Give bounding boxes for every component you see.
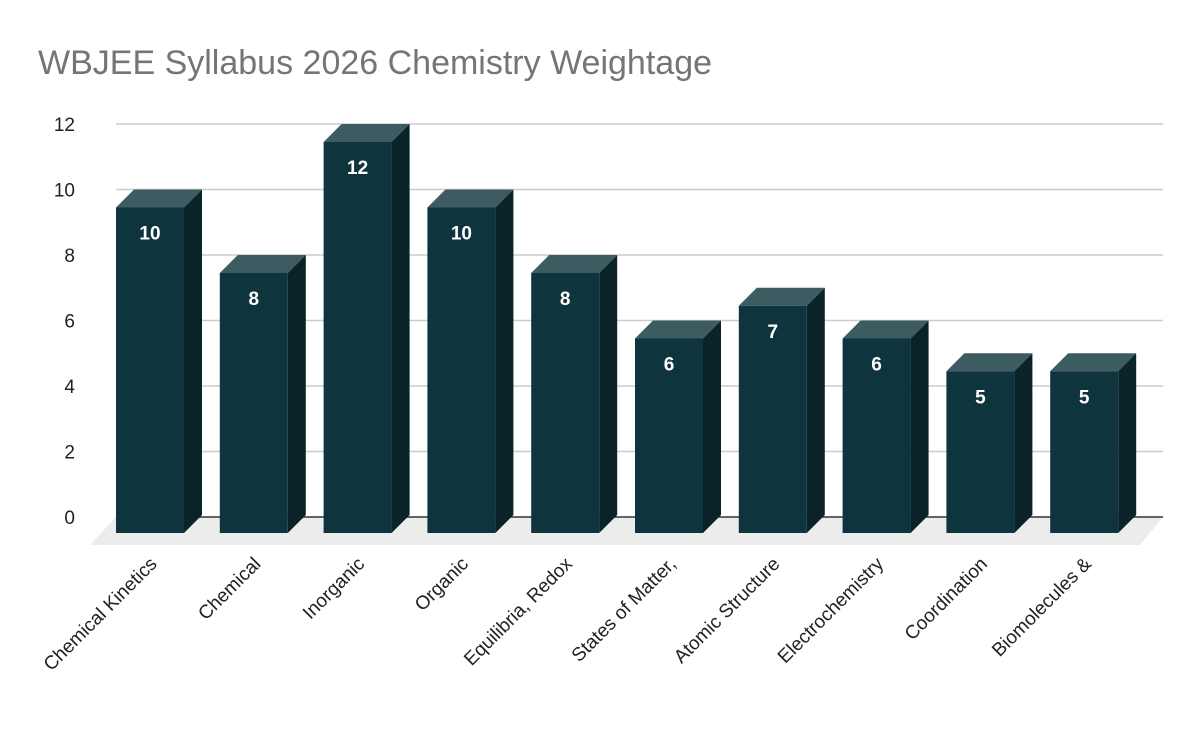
y-tick-label: 10 <box>54 181 75 202</box>
bar-front <box>842 338 911 533</box>
bar-top <box>842 320 929 339</box>
bar-top <box>323 124 410 142</box>
data-label: 12 <box>347 158 368 179</box>
data-label: 6 <box>871 355 882 376</box>
bar-side <box>184 189 202 533</box>
x-tick-label: Biomolecules & <box>988 553 1096 661</box>
bar-side <box>391 124 410 533</box>
bar-side <box>1118 353 1137 533</box>
bar <box>531 255 618 533</box>
bar-side <box>910 320 929 533</box>
bar-front <box>427 207 496 533</box>
bar-side <box>495 189 514 533</box>
bar <box>323 124 410 533</box>
bar-front <box>219 273 288 533</box>
bar-front <box>323 142 392 533</box>
y-tick-label: 8 <box>64 246 75 267</box>
bar-front <box>946 371 1015 533</box>
x-tick-label: Inorganic <box>299 554 369 624</box>
bar-side <box>599 255 618 533</box>
bar <box>738 287 825 533</box>
bar-top <box>531 255 618 273</box>
data-label: 5 <box>975 387 986 408</box>
bar-front <box>1050 371 1119 533</box>
bar <box>842 320 929 533</box>
chart-title: WBJEE Syllabus 2026 Chemistry Weightage <box>38 44 712 82</box>
data-label: 10 <box>139 224 160 245</box>
bar-front <box>531 273 600 533</box>
bar <box>946 353 1033 533</box>
bar-top <box>427 189 514 208</box>
data-label: 7 <box>768 322 779 343</box>
x-tick-label: Electrochemistry <box>774 553 888 667</box>
bar-top <box>219 255 306 273</box>
bar <box>427 189 514 533</box>
bar-top <box>635 320 721 339</box>
bar-side <box>703 320 721 533</box>
bar-side <box>1014 353 1033 533</box>
x-tick-label: Organic <box>411 554 473 616</box>
data-label: 6 <box>664 355 675 376</box>
bar-top <box>946 353 1033 372</box>
bar-top <box>116 189 202 208</box>
data-label: 8 <box>560 289 571 310</box>
y-tick-label: 12 <box>54 115 75 136</box>
data-label: 8 <box>249 289 260 310</box>
bar-front <box>116 207 184 533</box>
data-label: 10 <box>451 224 472 245</box>
x-tick-label: Equilibria, Redox <box>460 553 577 670</box>
x-tick-label: Atomic Structure <box>670 554 784 668</box>
bar <box>116 189 202 533</box>
bar <box>635 320 721 533</box>
x-tick-label: Coordination <box>901 554 992 645</box>
y-tick-label: 6 <box>64 312 75 333</box>
x-tick-label: States of Matter, <box>568 554 681 667</box>
data-label: 5 <box>1079 387 1090 408</box>
y-tick-label: 2 <box>64 443 75 464</box>
bar <box>219 255 306 533</box>
x-tick-label: Chemical <box>194 554 265 625</box>
bar-front <box>635 338 703 533</box>
bar-top <box>1050 353 1137 372</box>
bar-side <box>287 255 306 533</box>
y-tick-label: 4 <box>64 377 75 398</box>
bar <box>1050 353 1137 533</box>
bar-top <box>738 287 825 306</box>
bar-side <box>806 287 825 533</box>
bar-front <box>738 305 807 533</box>
y-tick-label: 0 <box>64 508 75 529</box>
x-tick-label: Chemical Kinetics <box>40 554 162 676</box>
